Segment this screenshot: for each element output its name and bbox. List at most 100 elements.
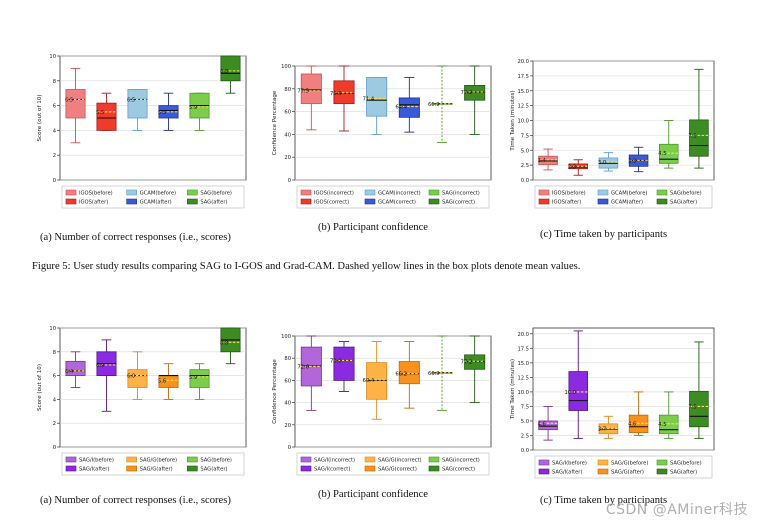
- legend-label: SAG/I(before): [79, 458, 114, 464]
- mean-label: 4.5: [658, 422, 666, 428]
- legend-label: SAG(after): [200, 467, 227, 473]
- y-tick-label: 10.0: [517, 119, 529, 125]
- box-iqr: [538, 155, 558, 165]
- box-SAG/I(after): 6.9: [96, 339, 117, 412]
- legend-swatch: [126, 189, 137, 196]
- y-axis-label: Score (out of 10): [37, 364, 43, 411]
- box-iqr: [127, 89, 148, 119]
- legend-swatch: [656, 468, 668, 475]
- mean-label: 5.5: [96, 110, 104, 116]
- mean-label: 6.5: [65, 97, 73, 103]
- box-SAG/G(before): 6.0: [127, 351, 148, 400]
- mean-label: 7.5: [688, 404, 696, 410]
- legend-swatch: [364, 198, 376, 205]
- box-iqr: [689, 119, 709, 157]
- legend-label: SAG(before): [200, 458, 232, 464]
- legend-label: IGOS(after): [552, 200, 581, 206]
- legend-swatch: [364, 456, 376, 463]
- legend-label: IGOS(incorrect): [314, 191, 354, 197]
- caption-f6b: (b) Participant confidence: [318, 489, 429, 500]
- mean-label: 3.0: [598, 160, 606, 166]
- box-SAG/G(before): 3.7: [598, 415, 619, 439]
- mean-label: 66.2: [395, 372, 407, 378]
- y-tick-label: 80: [284, 87, 291, 93]
- legend-swatch: [428, 198, 440, 205]
- box-SAG/I(correct): 78.0: [330, 341, 355, 392]
- legend-label: SAG/I(correct): [314, 467, 350, 473]
- legend-label: SAG/I(after): [79, 467, 109, 473]
- legend-label: SAG(correct): [442, 467, 475, 473]
- y-tick-label: 15.0: [517, 89, 529, 95]
- legend-label: SAG(before): [670, 191, 702, 197]
- box-SAG(after): 7.5: [688, 68, 709, 169]
- box-SAG/G(after): 5.6: [158, 363, 179, 400]
- legend-label: SAG/G(before): [140, 458, 177, 464]
- legend-swatch: [538, 468, 550, 475]
- legend-label: SAG(correct): [442, 200, 475, 206]
- y-tick-label: 7.5: [521, 133, 529, 139]
- box-SAG(after): 8.8: [220, 327, 241, 365]
- mean-label: 77.5: [297, 89, 309, 95]
- legend-frame: [296, 452, 490, 476]
- legend-swatch: [656, 189, 668, 196]
- legend-label: GCAM(correct): [378, 200, 416, 206]
- plot-frame: [294, 65, 492, 181]
- watermark: CSDN @AMiner科技: [605, 502, 748, 518]
- box-SAG(before): 5.9: [189, 363, 210, 400]
- legend-swatch: [364, 465, 376, 472]
- box-iqr: [65, 89, 86, 119]
- box-IGOS(before): 6.5: [65, 67, 86, 144]
- plot-frame: [59, 55, 247, 181]
- y-tick-label: 10: [49, 54, 56, 60]
- box-iqr: [366, 76, 388, 117]
- figure5-caption: Figure 5: User study results comparing S…: [32, 261, 581, 272]
- mean-label: 71.4: [363, 97, 375, 103]
- box-iqr: [220, 55, 241, 82]
- legend-label: SAG/G(incorrect): [378, 458, 422, 464]
- y-tick-label: 17.5: [517, 346, 529, 352]
- y-tick-label: 0: [53, 178, 56, 184]
- legend-swatch: [126, 198, 137, 205]
- caption-f5b: (b) Participant confidence: [318, 222, 429, 233]
- box-iqr: [127, 369, 148, 388]
- legend-frame: [534, 185, 713, 209]
- legend-label: GCAM(before): [611, 191, 647, 197]
- y-tick-label: 80: [284, 356, 291, 362]
- legend-label: IGOS(before): [552, 191, 586, 197]
- box-SAG(correct): 77.2: [461, 335, 486, 404]
- mean-label: 7.5: [688, 133, 696, 139]
- y-tick-label: 60: [284, 110, 291, 116]
- mean-label: 78.0: [330, 358, 342, 364]
- mean-label: 2.3: [568, 164, 576, 170]
- box-SAG/G(after): 4.6: [628, 391, 649, 436]
- legend-label: GCAM(after): [611, 200, 643, 206]
- box-SAG/G(incorrect): 60.4: [363, 341, 388, 420]
- chart-f5c: 0.0 2.5 5.0 7.5 10.0 12.5 15.0 17.5 20.0 Time Tak…: [505, 55, 720, 220]
- chart-f6a-svg: 0 2 4 6 8 10 Score (out of 10) 6.4 6.9 6.0 5.6 5.9 8…: [37, 326, 247, 476]
- y-tick-label: 0: [288, 178, 291, 184]
- box-IGOS(before): 3.4: [538, 148, 558, 171]
- box-SAG(before): 4.5: [658, 120, 679, 169]
- legend-label: SAG/G(after): [140, 467, 173, 473]
- legend-swatch: [187, 189, 198, 196]
- y-axis-label: Time Taken (minutes): [510, 90, 516, 151]
- mean-label: 64.4: [395, 105, 407, 111]
- legend-swatch: [538, 198, 550, 205]
- chart-f6c-svg: 0.0 2.5 5.0 7.5 10.0 12.5 15.0 17.5 20.0 Time Tak…: [510, 327, 715, 479]
- legend-label: SAG(before): [670, 461, 702, 467]
- mean-label: 77.2: [461, 359, 473, 365]
- legend-label: IGOS(correct): [314, 200, 349, 206]
- y-tick-label: 100: [281, 334, 291, 340]
- box-iqr: [658, 143, 679, 164]
- y-tick-label: 20: [284, 155, 291, 161]
- legend-swatch: [187, 456, 198, 463]
- y-tick-label: 12.5: [517, 375, 529, 381]
- mean-label: 60.4: [363, 378, 375, 384]
- mean-label: 3.7: [598, 427, 606, 433]
- box-iqr: [96, 102, 117, 131]
- legend-swatch: [597, 189, 609, 196]
- box-IGOS(correct): 76.5: [330, 65, 355, 132]
- y-tick-label: 40: [284, 132, 291, 138]
- chart-f5a-svg: 0 2 4 6 8 10 Score (out of 10) 6.5 5.5 6.5 5.5 5.9 8…: [37, 54, 247, 209]
- box-IGOS(after): 5.5: [96, 92, 117, 131]
